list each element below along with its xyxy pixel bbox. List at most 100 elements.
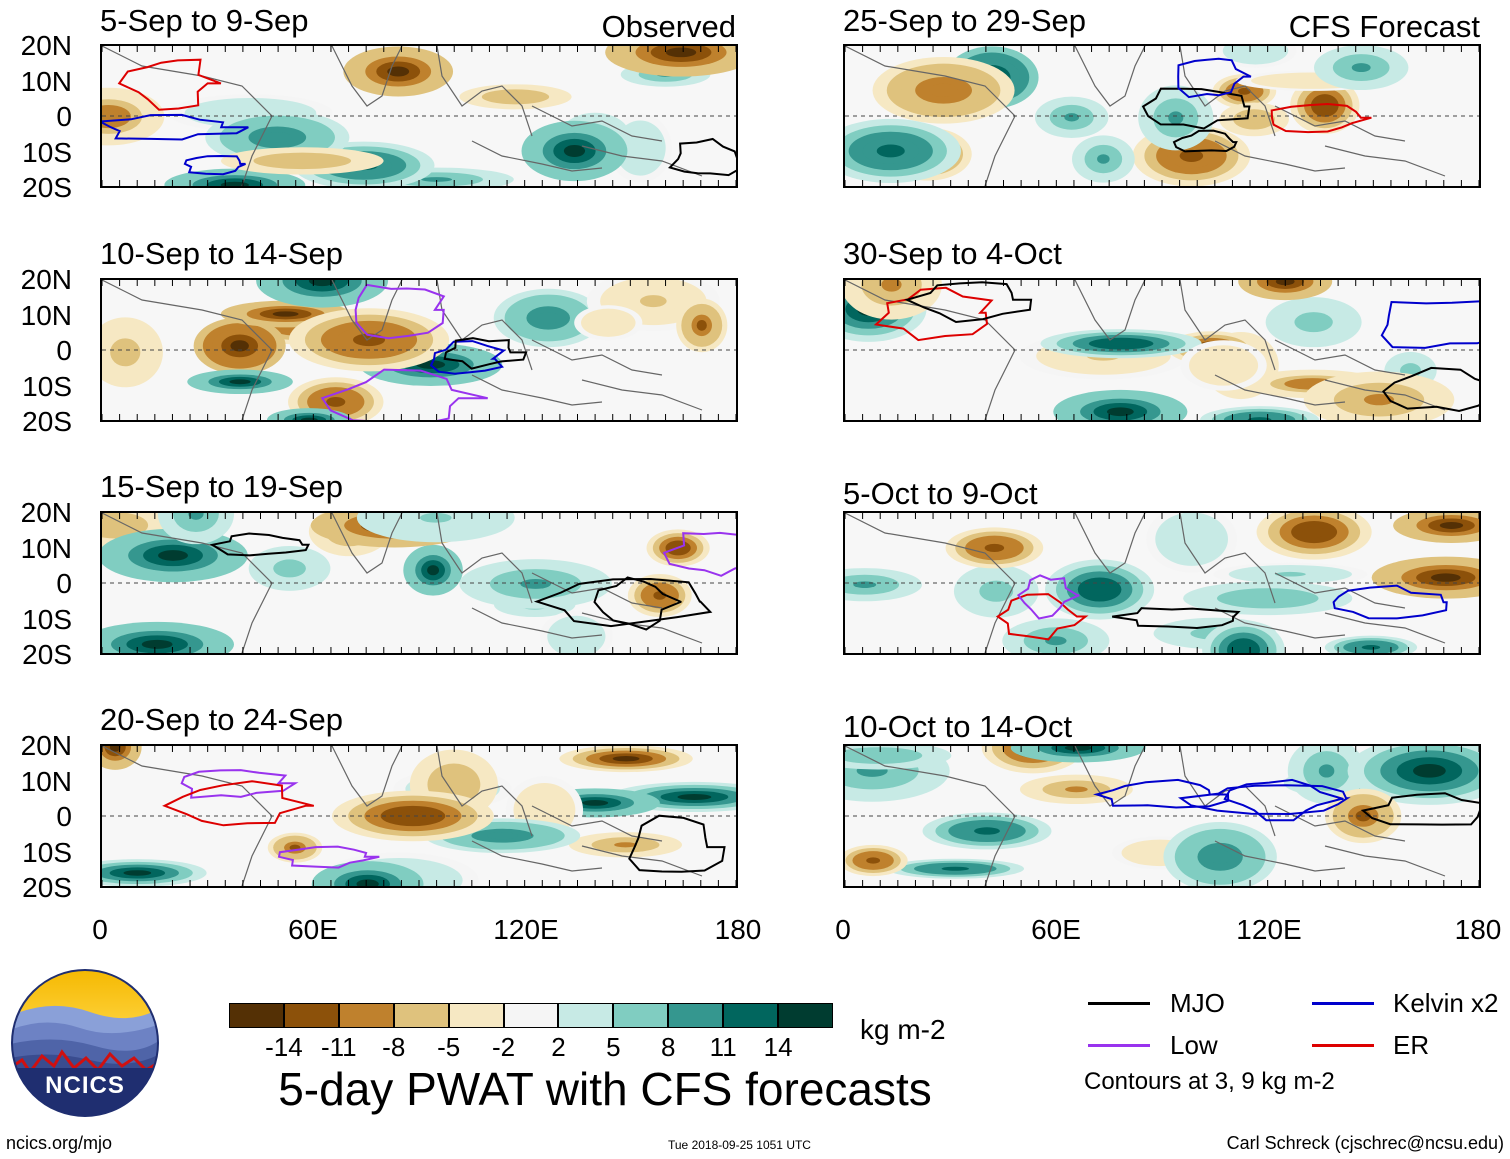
panel-5-title: 25-Sep to 29-Sep bbox=[843, 3, 1087, 38]
x-tick-left-0: 0 bbox=[92, 914, 108, 945]
wave-contour bbox=[1270, 102, 1372, 134]
legend-er-swatch bbox=[1312, 1044, 1374, 1047]
coastline bbox=[1179, 46, 1276, 137]
colorbar-tick-label: -2 bbox=[491, 1032, 516, 1062]
x-tick-left-60e: 60E bbox=[288, 914, 338, 945]
anomaly-shading bbox=[974, 827, 1000, 835]
panel-4-map bbox=[100, 744, 738, 888]
wave-contour bbox=[429, 340, 506, 375]
anomaly-shading bbox=[504, 94, 527, 100]
anomaly-shading bbox=[1065, 786, 1088, 793]
anomaly-shading bbox=[1182, 532, 1201, 546]
anomaly-shading bbox=[419, 513, 452, 523]
wave-contour bbox=[180, 769, 299, 799]
coastline bbox=[531, 805, 663, 842]
panel-2-title: 10-Sep to 14-Sep bbox=[100, 236, 344, 271]
wave-contour bbox=[117, 58, 222, 111]
anomaly-shading bbox=[1064, 746, 1092, 751]
anomaly-shading bbox=[582, 799, 609, 806]
wave-contour bbox=[904, 281, 1033, 324]
latitude-tick-label: 20N bbox=[20, 30, 72, 61]
coastline bbox=[1074, 746, 1146, 807]
colorbar-swatch bbox=[723, 1003, 779, 1028]
anomaly-shading bbox=[141, 639, 173, 649]
anomaly-shading bbox=[1064, 113, 1080, 122]
latitude-tick-label: 10S bbox=[22, 370, 72, 402]
anomaly-shading bbox=[1274, 571, 1306, 577]
anomaly-shading bbox=[229, 379, 251, 385]
anomaly-shading bbox=[984, 543, 1005, 553]
anomaly-shading bbox=[285, 158, 319, 164]
logo-text: NCICS bbox=[45, 1072, 125, 1099]
wave-contour bbox=[873, 286, 994, 342]
colorbar-swatch bbox=[558, 1003, 614, 1028]
wave-contour bbox=[1112, 607, 1241, 630]
colorbar-swatch bbox=[393, 1003, 449, 1028]
wave-contour bbox=[1223, 778, 1344, 822]
colorbar-tick-label: -5 bbox=[437, 1032, 461, 1062]
anomaly-shading bbox=[520, 578, 551, 589]
anomaly-shading bbox=[281, 563, 298, 573]
coastline bbox=[1274, 105, 1406, 142]
latitude-tick-label: 0 bbox=[56, 801, 72, 832]
wave-contour bbox=[1141, 87, 1251, 130]
legend-mjo-label: MJO bbox=[1170, 988, 1225, 1018]
coastline bbox=[436, 513, 533, 604]
coastline bbox=[845, 746, 1016, 886]
panel-5-source-label: CFS Forecast bbox=[1288, 9, 1480, 44]
latitude-tick-label: 20S bbox=[22, 639, 72, 670]
coastline bbox=[1214, 140, 1346, 172]
anomaly-shading bbox=[563, 144, 586, 158]
panel-8-title: 10-Oct to 14-Oct bbox=[843, 709, 1073, 744]
latitude-tick-label: 20N bbox=[20, 264, 72, 295]
ncics-logo: NCICS bbox=[10, 968, 160, 1118]
colorbar-swatch bbox=[283, 1003, 339, 1028]
coastline bbox=[1179, 746, 1276, 837]
coastline bbox=[102, 513, 273, 653]
anomaly-shading bbox=[117, 345, 133, 360]
wave-contour bbox=[162, 780, 315, 827]
anomaly-shading bbox=[262, 132, 292, 143]
coastline bbox=[1179, 280, 1276, 371]
pwat-field bbox=[102, 746, 736, 886]
wave-contour bbox=[995, 593, 1089, 641]
panel-4-title: 20-Sep to 24-Sep bbox=[100, 702, 344, 737]
colorbar-tick-label: 2 bbox=[551, 1032, 566, 1062]
colorbar-units: kg m-2 bbox=[860, 1014, 946, 1045]
pwat-field bbox=[845, 746, 1479, 886]
panel-1-source-label: Observed bbox=[601, 9, 736, 44]
pwat-field bbox=[845, 513, 1479, 653]
latitude-tick-label: 10N bbox=[20, 299, 72, 331]
anomaly-shading bbox=[569, 631, 584, 642]
wave-contour bbox=[1177, 784, 1351, 816]
coastline bbox=[1324, 145, 1446, 177]
panel-3-map bbox=[100, 511, 738, 655]
anomaly-shading bbox=[614, 842, 637, 848]
wave-contour bbox=[1016, 574, 1080, 620]
colorbar-swatch bbox=[778, 1003, 833, 1028]
anomaly-shading bbox=[427, 565, 440, 576]
anomaly-shading bbox=[1045, 636, 1067, 646]
panel-7-map bbox=[843, 511, 1481, 655]
latitude-tick-label: 0 bbox=[56, 101, 72, 132]
panel-6-title: 30-Sep to 4-Oct bbox=[843, 236, 1062, 271]
wave-contour bbox=[1360, 792, 1479, 826]
figure-title: 5-day PWAT with CFS forecasts bbox=[278, 1063, 932, 1115]
coastline bbox=[1074, 280, 1146, 341]
footer-url[interactable]: ncics.org/mjo bbox=[6, 1133, 113, 1153]
anomaly-shading bbox=[1247, 47, 1264, 55]
contour-note: Contours at 3, 9 kg m-2 bbox=[1084, 1068, 1335, 1095]
wave-contour bbox=[1093, 778, 1230, 809]
wave-contour bbox=[277, 845, 380, 869]
coastline bbox=[531, 339, 663, 376]
anomaly-shading bbox=[866, 857, 881, 864]
coastline bbox=[845, 513, 1016, 653]
colorbar-swatch bbox=[503, 1003, 559, 1028]
anomaly-shading bbox=[102, 518, 132, 532]
anomaly-shading bbox=[1304, 317, 1324, 328]
anomaly-shading bbox=[1317, 99, 1332, 112]
panel-3-title: 15-Sep to 19-Sep bbox=[100, 469, 344, 504]
anomaly-shading bbox=[1250, 594, 1285, 602]
wave-contour bbox=[668, 137, 736, 177]
footer-credit: Carl Schreck (cjschrec@ncsu.edu) bbox=[1226, 1133, 1504, 1153]
